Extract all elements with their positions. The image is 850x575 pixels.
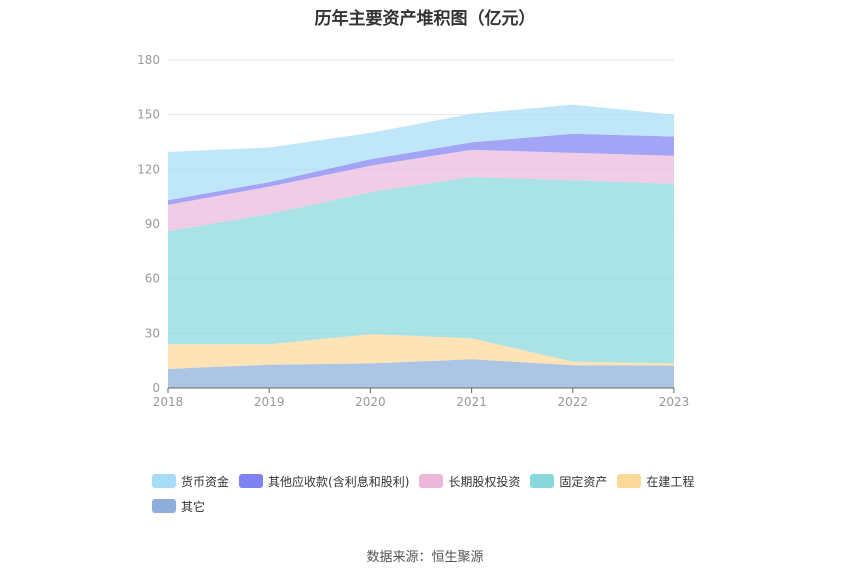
legend-label: 其它	[181, 499, 206, 514]
x-tick-label: 2023	[659, 395, 690, 409]
y-tick-label: 60	[145, 272, 160, 286]
legend: 货币资金 其他应收款(含利息和股利) 长期股权投资 固定资产 在建工程其它	[152, 473, 752, 523]
legend-label: 在建工程	[646, 474, 695, 489]
area-series-0	[168, 359, 674, 388]
y-tick-label: 30	[145, 326, 160, 340]
legend-label: 固定资产	[559, 474, 608, 489]
data-source-note: 数据来源：恒生聚源	[366, 550, 484, 565]
x-tick-label: 2022	[558, 395, 589, 409]
axes: 0 30 60 90 120 150 180 2018 2019 2020 2021 2022 2023	[137, 53, 689, 409]
legend-item[interactable]: 长期股权投资	[419, 473, 520, 489]
legend-swatch	[530, 474, 555, 488]
legend-label: 其他应收款(含利息和股利)	[268, 474, 410, 489]
y-tick-label: 150	[137, 108, 160, 122]
x-tick-label: 2020	[355, 395, 386, 409]
chart-title: 历年主要资产堆积图（亿元）	[314, 9, 536, 29]
legend-swatch	[419, 474, 444, 488]
legend-swatch	[152, 474, 176, 488]
legend-label: 长期股权投资	[448, 474, 521, 489]
area-series-3	[168, 149, 674, 232]
x-tick-label: 2021	[456, 395, 487, 409]
area-series-5	[168, 104, 674, 201]
legend-swatch	[617, 474, 642, 488]
area-series-2	[168, 177, 674, 364]
area-series-4	[168, 133, 674, 205]
legend-item[interactable]: 其它	[152, 498, 205, 514]
legend-swatch	[239, 474, 264, 488]
legend-item[interactable]: 货币资金	[152, 473, 229, 489]
y-tick-label: 0	[152, 381, 160, 395]
y-tick-label: 120	[137, 162, 160, 176]
x-tick-label: 2019	[254, 395, 285, 409]
legend-label: 货币资金	[181, 474, 230, 489]
x-tick-label: 2018	[153, 395, 184, 409]
legend-swatch	[152, 499, 176, 513]
y-tick-label: 90	[145, 217, 160, 231]
area-series-1	[168, 334, 674, 369]
area-series-layer	[168, 104, 674, 388]
legend-item[interactable]: 其他应收款(含利息和股利)	[239, 473, 409, 489]
legend-item[interactable]: 在建工程	[617, 473, 694, 489]
legend-item[interactable]: 固定资产	[530, 473, 607, 489]
y-tick-label: 180	[137, 53, 160, 67]
